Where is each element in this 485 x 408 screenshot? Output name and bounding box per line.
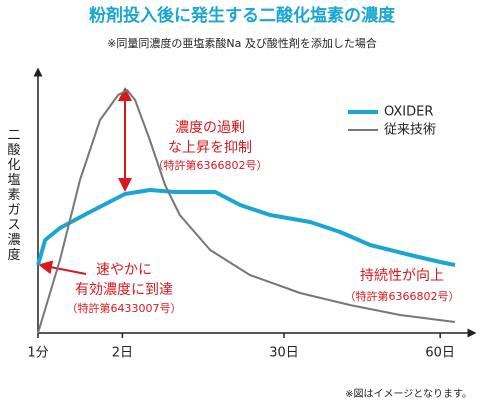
legend-label: OXIDER (384, 105, 433, 120)
series-line (36, 188, 456, 267)
annotation-arrow (38, 260, 87, 275)
annotation: （特許第6433007号） (67, 301, 182, 315)
legend-label: 従来技術 (384, 123, 436, 138)
annotation: （特許第6366802号） (153, 158, 268, 172)
subtitle: ※同量同濃度の亜塩素酸Na 及び酸性剤を添加した場合 (107, 36, 377, 50)
annotation: （特許第6366802号） (345, 289, 460, 303)
x-tick-label: 30日 (269, 346, 299, 361)
chart-title: 粉剤投入後に発生する二酸化塩素の濃度 (89, 5, 396, 26)
footnote: ※図はイメージとなります。 (345, 388, 472, 400)
annotation: 有効濃度に到達 (75, 282, 173, 298)
x-tick-label: 2日 (112, 346, 133, 361)
annotation: な上昇を抑制 (168, 140, 252, 156)
annotation: 速やかに (96, 262, 152, 278)
x-tick-label: 1分 (27, 346, 48, 361)
series-line (37, 89, 456, 334)
annotation: 持続性が向上 (360, 267, 444, 284)
x-tick-label: 60日 (425, 346, 455, 361)
annotation: 濃度の過剰 (175, 120, 245, 136)
y-axis-label: 二酸化塩素ガス濃度 (7, 128, 20, 263)
